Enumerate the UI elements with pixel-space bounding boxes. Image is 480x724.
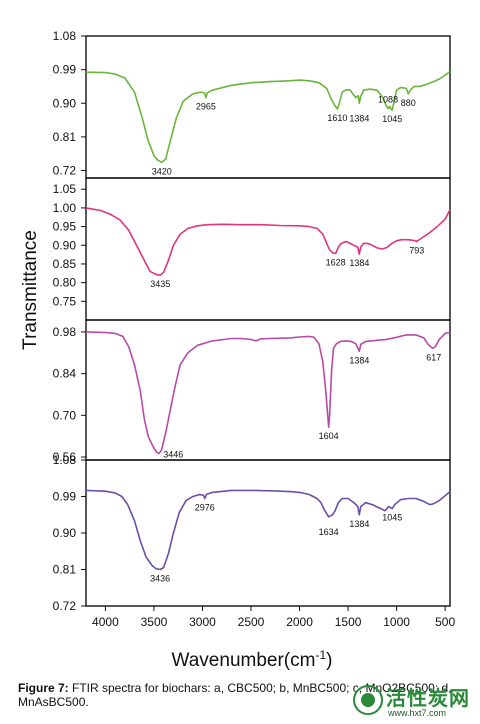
y-tick-label: 1.05 xyxy=(53,182,77,196)
peak-label: 1610 xyxy=(327,113,347,123)
x-axis: 4000 3500 3000 2500 2000 1500 1000 500 xyxy=(92,606,455,629)
y-tick-label: 0.80 xyxy=(53,276,77,290)
y-tick-label: 0.81 xyxy=(53,130,77,144)
peak-label: 1045 xyxy=(382,114,402,124)
peak-label: 880 xyxy=(401,98,416,108)
y-tick-label: 0.84 xyxy=(53,367,77,381)
peak-label: 2976 xyxy=(195,503,215,513)
peak-label: 1045 xyxy=(382,513,402,523)
watermark-url: www.hxt7.com xyxy=(388,708,447,718)
x-tick-label: 500 xyxy=(435,615,455,629)
panel-a: 0.72 0.81 0.90 0.99 1.08 3420 2965 1610 1384 1088… xyxy=(53,29,451,179)
series-line-a xyxy=(85,70,451,164)
x-axis-label-tail: ) xyxy=(326,650,332,671)
peak-label: 3420 xyxy=(152,166,172,176)
y-tick-label: 0.85 xyxy=(53,257,77,271)
x-tick-label: 1500 xyxy=(335,615,362,629)
panel-c: 0.56 0.70 0.84 0.98 3446 1604 1384 617 xyxy=(53,319,451,464)
watermark: 活性炭网 www.hxt7.com xyxy=(352,682,472,722)
peak-label: 1634 xyxy=(319,527,339,537)
peak-label: 617 xyxy=(426,352,441,362)
y-tick-label: 0.72 xyxy=(53,164,77,178)
y-tick-label: 0.95 xyxy=(53,220,77,234)
x-tick-label: 4000 xyxy=(92,615,119,629)
peak-label: 793 xyxy=(409,246,424,256)
peak-label: 1384 xyxy=(349,258,369,268)
peak-label: 3446 xyxy=(163,449,183,459)
peak-label: 1384 xyxy=(349,355,369,365)
y-tick-label: 0.75 xyxy=(53,294,77,308)
peak-label: 3435 xyxy=(150,279,170,289)
panel-frame xyxy=(85,177,451,321)
y-tick-label: 0.81 xyxy=(53,563,77,577)
x-tick-label: 1000 xyxy=(383,615,410,629)
x-tick-label: 3500 xyxy=(141,615,168,629)
y-tick-label: 0.56 xyxy=(53,450,77,464)
y-tick-label: 0.99 xyxy=(53,490,77,504)
panel-b: 0.75 0.80 0.85 0.90 0.95 1.00 1.05 3435 1628 1384… xyxy=(53,177,451,321)
y-tick-label: 1.08 xyxy=(53,453,77,467)
peak-label: 1384 xyxy=(349,113,369,123)
peak-label: 1604 xyxy=(319,431,339,441)
series-line-c xyxy=(85,331,451,455)
y-tick-label: 1.08 xyxy=(53,29,77,43)
x-axis-label-sup: -1 xyxy=(315,648,326,662)
x-tick-label: 3000 xyxy=(189,615,216,629)
x-tick-label: 2500 xyxy=(238,615,265,629)
caption-label: Figure 7: xyxy=(18,681,69,695)
y-tick-label: 0.72 xyxy=(53,599,77,613)
peak-label: 2965 xyxy=(196,102,216,112)
x-axis-label: Wavenumber(cm-1) xyxy=(172,648,333,671)
panel-frame xyxy=(85,35,451,179)
y-axis-label: Transmittance xyxy=(20,230,41,350)
panel-frame xyxy=(85,459,451,607)
y-tick-label: 1.00 xyxy=(53,201,77,215)
peak-label: 1384 xyxy=(349,519,369,529)
watermark-text: 活性炭网 xyxy=(386,686,470,710)
series-line-b xyxy=(85,207,451,276)
x-axis-label-main: Wavenumber(cm xyxy=(172,650,316,671)
panel-d: 0.72 0.81 0.90 0.99 1.08 3436 2976 1634 1384 1045 xyxy=(53,453,451,613)
peak-label: 3436 xyxy=(150,574,170,584)
y-tick-label: 0.90 xyxy=(53,526,77,540)
y-tick-label: 0.98 xyxy=(53,325,77,339)
peak-label: 1628 xyxy=(326,257,346,267)
watermark-logo-icon xyxy=(353,685,383,715)
x-tick-label: 2000 xyxy=(286,615,313,629)
y-tick-label: 0.70 xyxy=(53,408,77,422)
peak-label: 1088 xyxy=(378,94,398,104)
y-tick-label: 0.90 xyxy=(53,96,77,110)
y-tick-label: 0.90 xyxy=(53,238,77,252)
series-line-d xyxy=(85,489,451,571)
y-tick-label: 0.99 xyxy=(53,63,77,77)
